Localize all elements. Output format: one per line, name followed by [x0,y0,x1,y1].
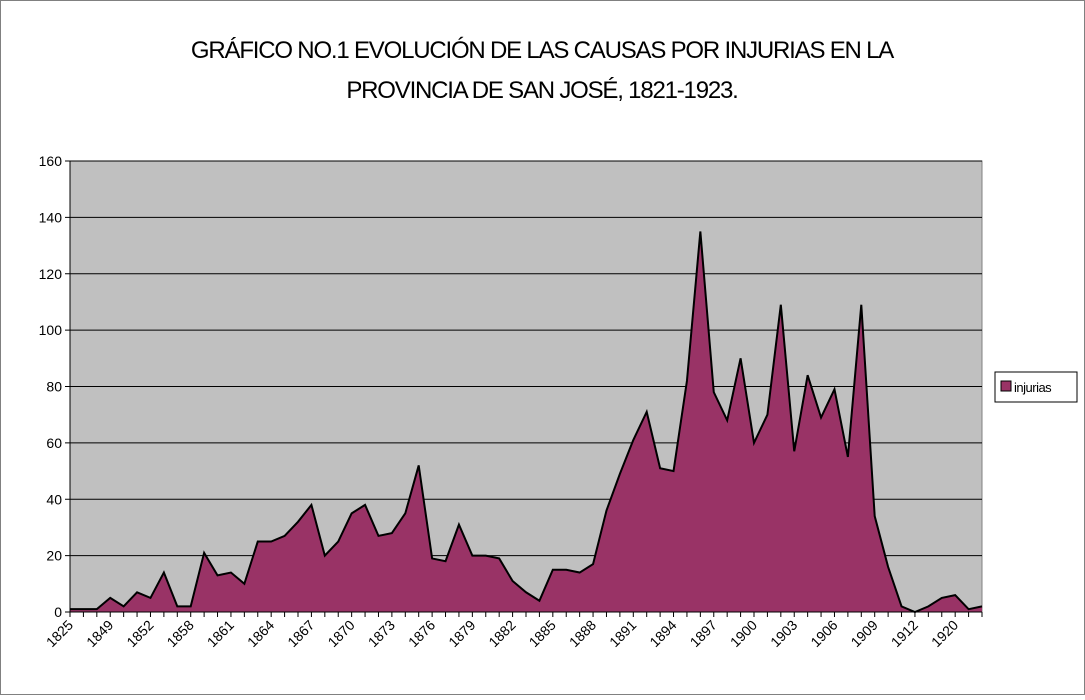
y-tick-label: 160 [39,153,63,169]
y-tick-label: 60 [46,435,62,451]
y-tick-label: 80 [46,379,62,395]
y-tick-label: 20 [46,548,62,564]
y-tick-label: 140 [39,209,63,225]
chart-title: PROVINCIA DE SAN JOSÉ, 1821-1923. [346,77,737,104]
y-tick-label: 120 [39,266,63,282]
chart-title: GRÁFICO NO.1 EVOLUCIÓN DE LAS CAUSAS POR… [191,37,894,64]
y-tick-label: 40 [46,491,62,507]
area [70,231,982,612]
area-outline [70,231,983,614]
legend-swatch [1000,380,1012,392]
y-tick-label: 100 [39,322,63,338]
legend-label: injurias [1014,380,1052,395]
y-tick-label: 0 [54,604,62,620]
